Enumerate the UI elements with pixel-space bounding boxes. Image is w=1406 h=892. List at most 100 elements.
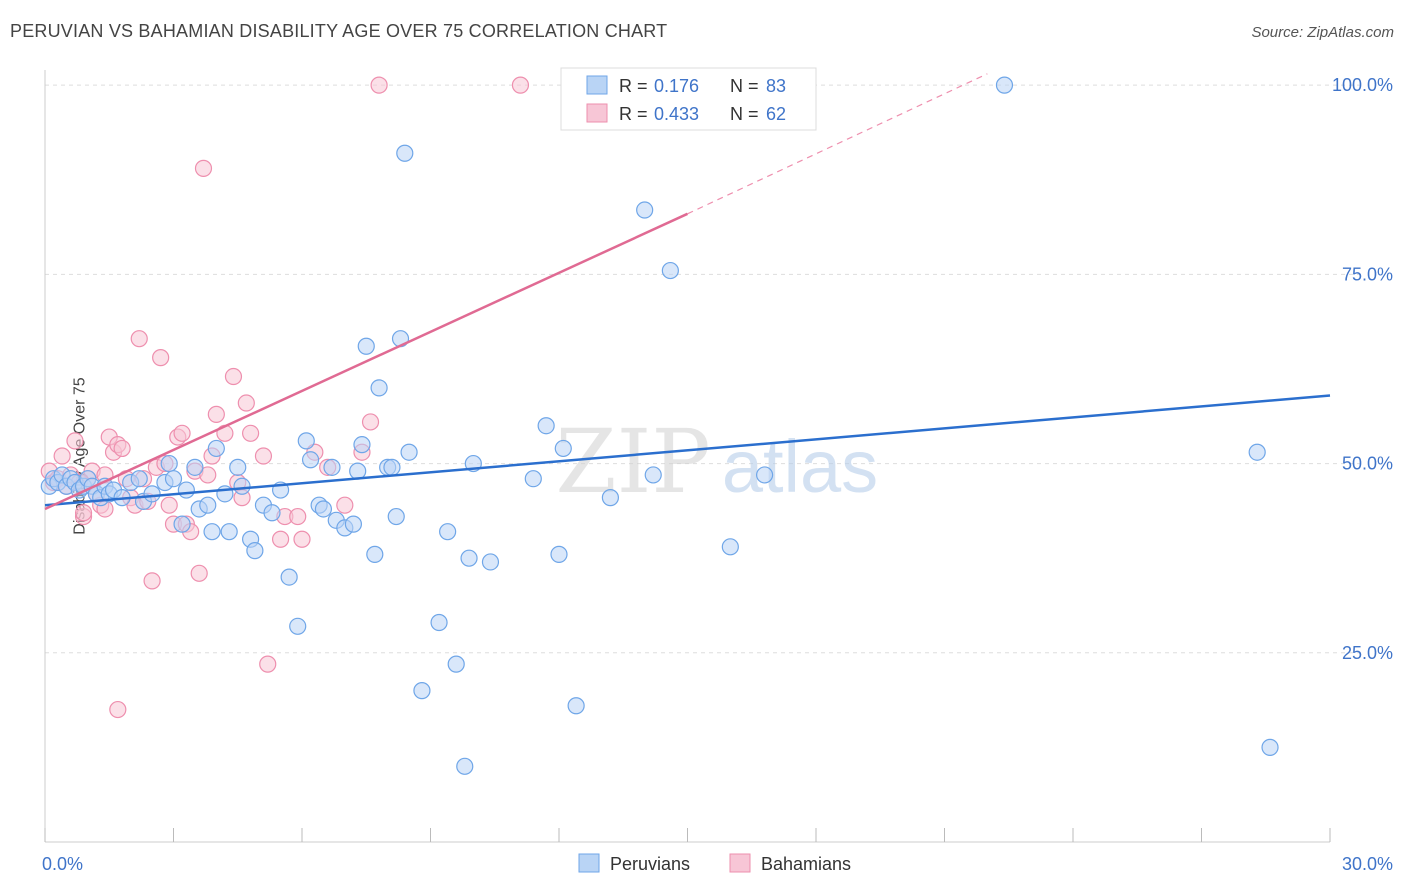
point-peruvians-68 bbox=[481, 553, 500, 571]
point-peruvians-49 bbox=[344, 515, 362, 533]
point-bahamians-59 bbox=[109, 700, 127, 719]
trend-line-bahamians bbox=[44, 212, 689, 511]
point-bahamians-21 bbox=[130, 330, 148, 348]
point-peruvians-40 bbox=[280, 568, 298, 586]
bottom-legend: Peruvians Bahamians bbox=[578, 853, 851, 874]
point-peruvians-74 bbox=[601, 489, 620, 507]
point-peruvians-82 bbox=[1248, 443, 1266, 461]
point-peruvians-34 bbox=[233, 477, 251, 495]
trend-line-peruvians bbox=[44, 394, 1331, 507]
point-peruvians-70 bbox=[537, 417, 555, 435]
point-peruvians-80 bbox=[755, 466, 774, 484]
grid-lines bbox=[45, 84, 1365, 654]
point-peruvians-45 bbox=[314, 500, 333, 518]
bottom-legend-swatch-bahamians bbox=[729, 853, 751, 873]
point-peruvians-81 bbox=[995, 76, 1014, 94]
point-bahamians-28 bbox=[160, 496, 178, 514]
point-peruvians-53 bbox=[366, 545, 384, 563]
legend: R = 0.176 N = 83 R = 0.433 N = 62 bbox=[560, 67, 817, 131]
legend-swatch-bahamians bbox=[586, 103, 608, 123]
point-peruvians-76 bbox=[644, 466, 662, 484]
point-peruvians-83 bbox=[1261, 738, 1279, 756]
legend-r-value-peruvians: 0.176 bbox=[654, 76, 699, 96]
point-bahamians-46 bbox=[254, 447, 273, 465]
point-peruvians-64 bbox=[447, 655, 465, 673]
chart-title: PERUVIAN VS BAHAMIAN DISABILITY AGE OVER… bbox=[10, 21, 668, 41]
y-tick-label-3: 100.0% bbox=[1332, 75, 1393, 95]
point-bahamians-54 bbox=[336, 496, 354, 514]
y-tick-label-1: 50.0% bbox=[1342, 454, 1393, 474]
point-peruvians-26 bbox=[186, 458, 204, 476]
point-bahamians-39 bbox=[207, 405, 225, 423]
point-peruvians-72 bbox=[554, 439, 572, 458]
point-bahamians-41 bbox=[224, 367, 243, 386]
point-peruvians-32 bbox=[220, 523, 238, 541]
trend-line-bahamians-extension bbox=[687, 73, 988, 215]
point-peruvians-61 bbox=[413, 682, 431, 700]
legend-n-value-peruvians: 83 bbox=[766, 76, 786, 96]
point-peruvians-73 bbox=[567, 697, 585, 715]
point-bahamians-56 bbox=[361, 413, 380, 431]
point-bahamians-50 bbox=[289, 507, 307, 526]
legend-r-label-peruvians: R = bbox=[619, 76, 648, 96]
watermark: ZIP atlas bbox=[555, 410, 878, 513]
point-peruvians-46 bbox=[323, 458, 341, 476]
point-peruvians-77 bbox=[661, 261, 679, 280]
point-bahamians-37 bbox=[199, 466, 217, 484]
point-bahamians-51 bbox=[293, 530, 311, 548]
point-peruvians-33 bbox=[229, 458, 247, 476]
series-bahamians-points bbox=[40, 76, 530, 719]
bottom-legend-swatch-peruvians bbox=[578, 853, 600, 873]
point-peruvians-29 bbox=[203, 523, 221, 541]
point-peruvians-62 bbox=[430, 613, 448, 632]
point-bahamians-48 bbox=[271, 530, 290, 548]
point-peruvians-59 bbox=[396, 144, 414, 162]
axes bbox=[44, 70, 1331, 843]
point-bahamians-17 bbox=[113, 439, 131, 458]
point-peruvians-36 bbox=[246, 542, 264, 560]
point-peruvians-41 bbox=[289, 617, 307, 635]
point-bahamians-6 bbox=[66, 432, 84, 450]
point-bahamians-3 bbox=[53, 447, 71, 465]
legend-swatch-peruvians bbox=[586, 75, 608, 95]
point-bahamians-24 bbox=[143, 572, 161, 590]
point-peruvians-28 bbox=[199, 496, 217, 514]
point-peruvians-75 bbox=[636, 201, 654, 219]
legend-r-label-bahamians: R = bbox=[619, 104, 648, 124]
point-peruvians-24 bbox=[173, 515, 191, 533]
point-peruvians-22 bbox=[160, 454, 178, 473]
point-peruvians-38 bbox=[263, 504, 281, 522]
point-peruvians-20 bbox=[143, 485, 161, 503]
point-peruvians-69 bbox=[524, 470, 542, 488]
point-bahamians-44 bbox=[237, 394, 255, 412]
point-peruvians-57 bbox=[387, 507, 405, 526]
point-bahamians-26 bbox=[152, 349, 170, 367]
point-bahamians-35 bbox=[190, 564, 208, 582]
legend-n-label-peruvians: N = bbox=[730, 76, 759, 96]
point-bahamians-36 bbox=[194, 159, 213, 177]
point-peruvians-50 bbox=[349, 462, 367, 480]
x-tick-label-max: 30.0% bbox=[1342, 854, 1393, 874]
point-bahamians-45 bbox=[242, 424, 260, 442]
point-peruvians-23 bbox=[164, 470, 183, 488]
point-peruvians-42 bbox=[297, 432, 315, 450]
point-peruvians-43 bbox=[301, 451, 320, 469]
y-tick-label-0: 25.0% bbox=[1342, 643, 1393, 663]
point-bahamians-31 bbox=[173, 424, 191, 442]
trend-lines bbox=[44, 73, 1331, 511]
series-peruvians-points bbox=[40, 76, 1279, 775]
point-peruvians-60 bbox=[400, 443, 418, 461]
point-bahamians-47 bbox=[259, 655, 277, 673]
point-peruvians-54 bbox=[370, 379, 388, 397]
point-bahamians-60 bbox=[74, 504, 93, 522]
x-tick-label-min: 0.0% bbox=[42, 854, 83, 874]
legend-r-value-bahamians: 0.433 bbox=[654, 104, 699, 124]
legend-n-label-bahamians: N = bbox=[730, 104, 759, 124]
tick-labels: 25.0% 50.0% 75.0% 100.0% 0.0% 30.0% bbox=[42, 75, 1393, 874]
point-peruvians-30 bbox=[207, 439, 225, 458]
point-peruvians-65 bbox=[456, 757, 474, 775]
point-peruvians-71 bbox=[550, 545, 568, 563]
point-bahamians-58 bbox=[511, 76, 530, 94]
point-peruvians-56 bbox=[383, 458, 401, 476]
